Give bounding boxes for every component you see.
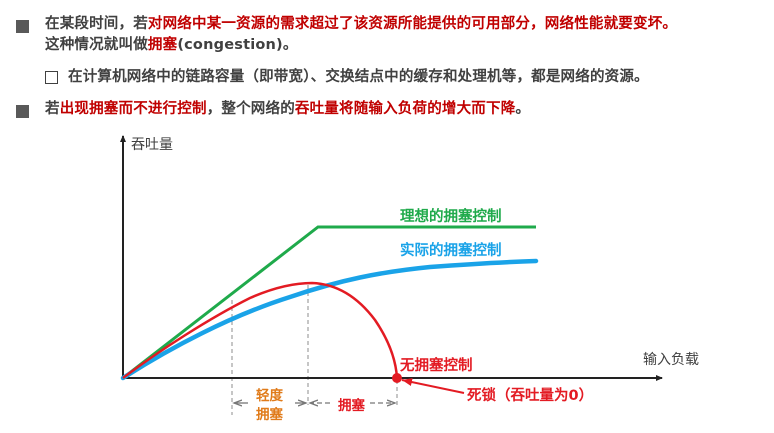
actual-control-curve — [120, 258, 539, 381]
text-segment: 。 — [515, 101, 531, 117]
bullet-hollow-square-icon — [45, 71, 58, 84]
text-segment: (congestion)。 — [177, 37, 298, 53]
bullet-2-line-1: 在计算机网络中的链路容量（即带宽）、交换结点中的缓存和处理机等，都是网络的资源。 — [68, 67, 649, 87]
text-segment-highlight: 出现拥塞而不进行控制 — [59, 101, 207, 117]
bullet-1-line-1: 在某段时间，若对网络中某一资源的需求超过了该资源所能提供的可用部分，网络性能就要… — [45, 14, 677, 34]
bullet-3-line-1: 若出现拥塞而不进行控制，整个网络的吞吐量将随输入负荷的增大而下降。 — [45, 99, 530, 119]
deadlock-label: 死锁（吞吐量为0） — [467, 388, 594, 404]
text-segment: 若 — [45, 101, 60, 117]
congestion-label: 拥塞 — [336, 394, 367, 414]
deadlock-pointer-arrow — [401, 378, 465, 394]
bullet-filled-square-icon — [16, 105, 29, 118]
dashed-guides — [231, 285, 398, 415]
text-segment-highlight: 拥塞 — [147, 37, 178, 53]
text-segment-highlight: 吞吐量将随输入负荷的增大而下降 — [294, 101, 516, 117]
light-congestion-label-1: 轻度 — [256, 388, 283, 404]
no-control-curve — [122, 281, 399, 379]
light-congestion-label-2: 拥塞 — [256, 407, 283, 423]
text-segment-highlight: 对网络中某一资源的需求超过了该资源所能提供的可用部分，网络性能就要变坏。 — [147, 16, 678, 32]
ideal-control-label: 理想的拥塞控制 — [400, 209, 502, 225]
bullet-1-line-2: 这种情况就叫做拥塞(congestion)。 — [45, 35, 298, 55]
text-segment: ，整个网络的 — [206, 101, 295, 117]
text-segment: 在某段时间，若 — [45, 16, 148, 32]
y-axis-label: 吞吐量 — [131, 137, 173, 153]
ideal-control-line — [122, 225, 536, 380]
text-segment: 在计算机网络中的链路容量（即带宽）、交换结点中的缓存和处理机等，都是网络的资源。 — [68, 69, 649, 85]
bullet-filled-square-icon — [16, 20, 29, 33]
actual-control-label: 实际的拥塞控制 — [400, 243, 502, 259]
deadlock-point — [392, 373, 402, 383]
no-control-label: 无拥塞控制 — [400, 358, 473, 374]
x-axis-label: 输入负载 — [643, 352, 699, 368]
text-segment: 这种情况就叫做 — [45, 37, 148, 53]
